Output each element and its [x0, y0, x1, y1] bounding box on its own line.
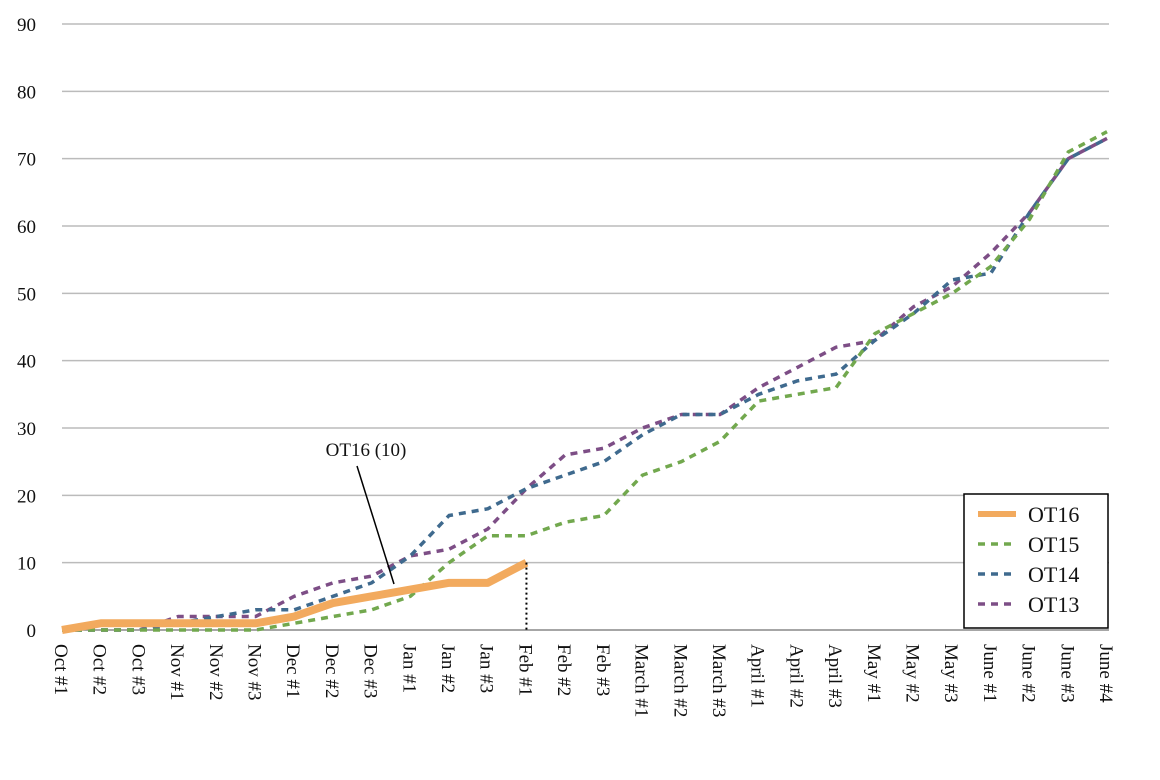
x-tick-label: Jan #2	[437, 644, 458, 693]
y-tick-label: 20	[17, 486, 36, 507]
x-tick-label: April #2	[785, 644, 806, 708]
x-tick-label: Oct #1	[50, 644, 71, 695]
x-tick-label: Feb #1	[514, 644, 535, 696]
x-tick-label: April #1	[747, 644, 768, 708]
x-tick-label: Jan #1	[398, 644, 419, 693]
annotation: OT16 (10)	[326, 440, 407, 461]
series-line	[62, 130, 1108, 632]
y-tick-label: 80	[17, 82, 36, 103]
series-line	[62, 136, 1108, 632]
series-line	[62, 136, 1108, 632]
annotation-arrow	[356, 465, 395, 585]
x-tick-label: Feb #3	[592, 644, 613, 696]
legend-label: OT14	[1028, 562, 1079, 587]
legend-label: OT15	[1028, 532, 1079, 557]
x-tick-label: Dec #2	[321, 644, 342, 698]
x-tick-label: Nov #1	[166, 644, 187, 700]
x-tick-label: Nov #3	[244, 644, 265, 700]
x-tick-label: May #1	[863, 644, 884, 703]
plot-area	[61, 130, 1108, 634]
x-tick-label: April #3	[824, 644, 845, 708]
x-tick-label: March #1	[631, 644, 652, 717]
y-tick-label: 30	[17, 419, 36, 440]
y-tick-label: 10	[17, 554, 36, 575]
legend-label: OT13	[1028, 592, 1079, 617]
y-tick-label: 60	[17, 217, 36, 238]
x-tick-label: March #2	[669, 644, 690, 717]
y-tick-label: 50	[17, 284, 36, 305]
x-tick-label: Jan #3	[476, 644, 497, 693]
x-tick-label: Dec #1	[282, 644, 303, 698]
y-tick-label: 40	[17, 352, 36, 373]
x-tick-label: Oct #3	[127, 644, 148, 695]
x-tick-label: June #2	[1018, 644, 1039, 703]
legend-label: OT16	[1028, 502, 1079, 527]
series-line	[61, 559, 529, 634]
grid: 0 10 20 30 40 50 60 70 80 90 Oct #1 Oct #2 Oct #3 Nov…	[17, 15, 1116, 717]
y-tick-label: 0	[27, 621, 37, 642]
x-tick-label: June #1	[979, 644, 1000, 703]
x-tick-label: June #3	[1056, 644, 1077, 703]
x-tick-label: Dec #3	[360, 644, 381, 698]
x-tick-label: May #3	[940, 644, 961, 703]
x-tick-label: June #4	[1095, 644, 1116, 703]
x-tick-label: Feb #2	[553, 644, 574, 696]
legend: OT16 OT15 OT14 OT13	[963, 493, 1109, 629]
y-tick-label: 90	[17, 15, 36, 36]
x-tick-label: March #3	[708, 644, 729, 717]
x-tick-label: May #2	[901, 644, 922, 703]
y-tick-label: 70	[17, 150, 36, 171]
x-tick-label: Nov #2	[205, 644, 226, 700]
x-tick-label: Oct #2	[89, 644, 110, 695]
